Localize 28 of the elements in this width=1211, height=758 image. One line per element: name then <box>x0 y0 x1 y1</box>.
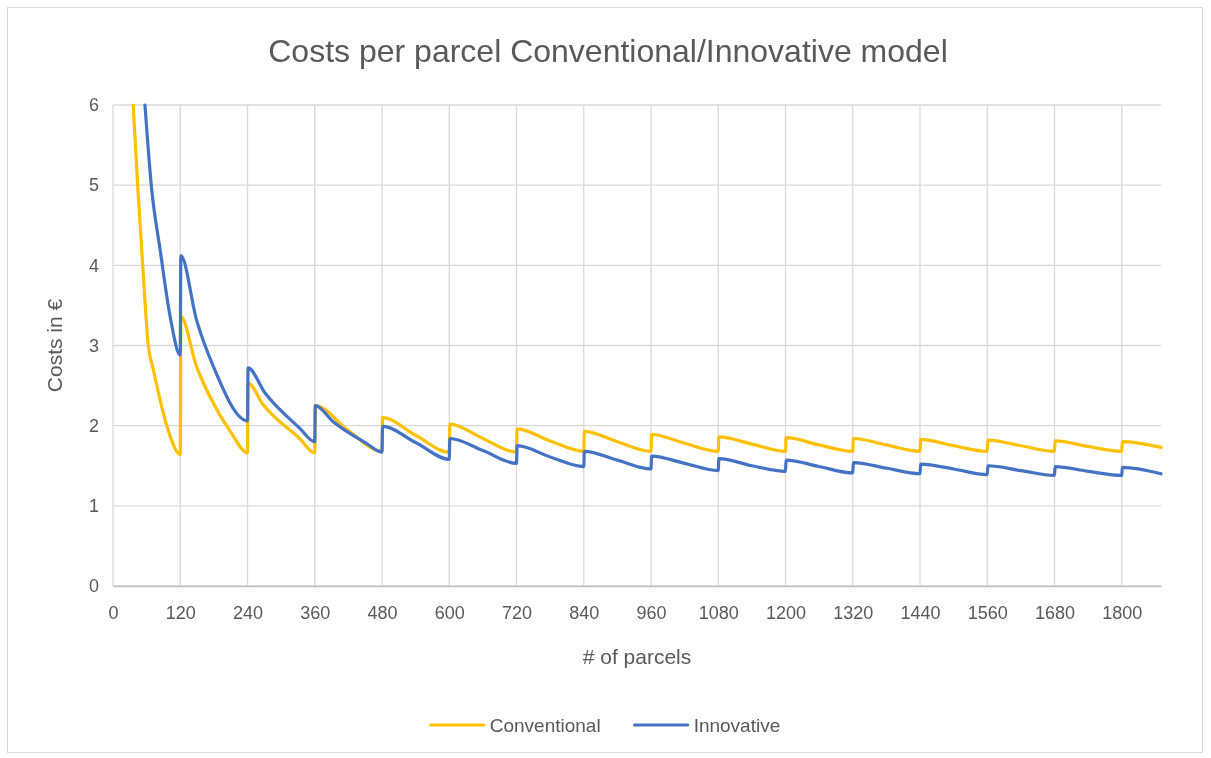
y-axis-title: Costs in € <box>43 298 66 393</box>
legend-label: Innovative <box>693 715 781 736</box>
x-tick-label: 840 <box>569 602 600 623</box>
x-tick-label: 1680 <box>1035 602 1076 623</box>
x-tick-label: 120 <box>165 602 196 623</box>
x-tick-label: 720 <box>501 602 533 623</box>
x-axis-title: # of parcels <box>582 645 692 668</box>
y-tick-label: 4 <box>88 255 99 276</box>
x-tick-label: 960 <box>636 602 667 623</box>
x-tick-label: 1560 <box>967 602 1008 623</box>
y-tick-label: 0 <box>88 576 99 597</box>
chart-title: Costs per parcel Conventional/Innovative model <box>268 33 948 69</box>
x-tick-label: 1320 <box>833 602 874 623</box>
y-tick-label: 2 <box>88 415 99 436</box>
x-tick-label: 0 <box>108 602 119 623</box>
y-tick-label: 1 <box>88 496 99 517</box>
x-tick-label: 360 <box>300 602 331 623</box>
y-tick-label: 6 <box>88 95 99 116</box>
x-tick-label: 600 <box>434 602 465 623</box>
x-tick-label: 1440 <box>900 602 941 623</box>
x-tick-label: 1800 <box>1102 602 1143 623</box>
x-tick-label: 1080 <box>698 602 739 623</box>
y-tick-label: 5 <box>88 175 99 196</box>
x-tick-label: 240 <box>232 602 264 623</box>
x-tick-label: 480 <box>367 602 398 623</box>
y-tick-label: 3 <box>88 335 99 356</box>
legend-label: Conventional <box>489 715 601 736</box>
x-tick-label: 1200 <box>765 602 807 623</box>
